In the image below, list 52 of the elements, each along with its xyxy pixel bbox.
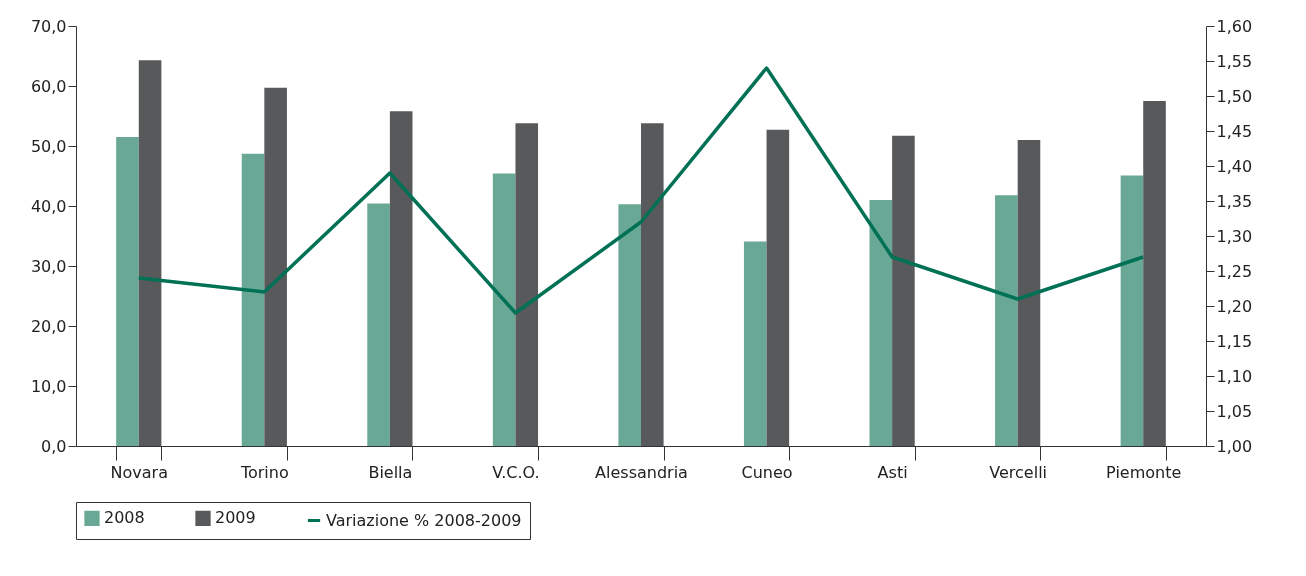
y-tick-label: 40,0 <box>30 196 67 216</box>
y2-tick-label: 1,60 <box>1216 16 1253 36</box>
y-tick-label: 10,0 <box>30 376 67 396</box>
y2-tick-label: 1,35 <box>1216 191 1253 211</box>
y2-tick-label: 1,40 <box>1216 156 1253 176</box>
y2-tick-label: 1,15 <box>1216 331 1253 351</box>
x-tick-label: Vercelli <box>989 462 1048 482</box>
y2-tick-label: 1,25 <box>1216 261 1253 281</box>
bar <box>1143 101 1166 446</box>
bar <box>389 111 413 446</box>
x-tick-label: Torino <box>239 462 289 482</box>
y-tick-label: 50,0 <box>30 136 67 156</box>
y2-tick-label: 1,30 <box>1216 226 1253 246</box>
x-tick-label: Piemonte <box>1106 462 1182 482</box>
bar <box>515 123 539 446</box>
legend-label: 2009 <box>215 508 256 528</box>
bar <box>1120 175 1144 446</box>
x-tick-label: V.C.O. <box>492 462 540 482</box>
y2-tick-label: 1,50 <box>1216 86 1253 106</box>
bar <box>869 200 893 446</box>
y-tick-label: 70,0 <box>30 16 67 36</box>
bar <box>492 173 516 446</box>
line-series <box>137 66 1145 315</box>
legend-label: 2008 <box>104 508 145 528</box>
bar <box>618 204 641 446</box>
y-tick-label: 0,0 <box>41 436 67 456</box>
bar <box>766 129 790 446</box>
bar <box>367 203 390 446</box>
y-tick-label: 20,0 <box>30 316 67 336</box>
x-tick-label: Alessandria <box>595 462 688 482</box>
bar <box>995 195 1018 446</box>
x-tick-label: Novara <box>110 462 168 482</box>
y2-tick-label: 1,55 <box>1216 51 1253 71</box>
x-tick-label: Asti <box>877 462 908 482</box>
bar <box>241 153 265 446</box>
bar <box>743 241 767 446</box>
y2-tick-label: 1,00 <box>1216 436 1253 456</box>
bar <box>116 137 139 446</box>
bar <box>138 60 162 446</box>
y2-tick-label: 1,20 <box>1216 296 1253 316</box>
bar <box>264 87 287 446</box>
bar <box>892 135 915 446</box>
y2-tick-label: 1,05 <box>1216 401 1253 421</box>
legend-label: Variazione % 2008-2009 <box>326 510 522 530</box>
x-tick-label: Biella <box>368 462 413 482</box>
bar <box>1017 140 1041 446</box>
x-tick-label: Cuneo <box>741 462 793 482</box>
y2-tick-label: 1,10 <box>1216 366 1253 386</box>
bar <box>641 123 664 446</box>
y2-tick-label: 1,45 <box>1216 121 1253 141</box>
y-tick-label: 60,0 <box>30 76 67 96</box>
y-tick-label: 30,0 <box>30 256 67 276</box>
